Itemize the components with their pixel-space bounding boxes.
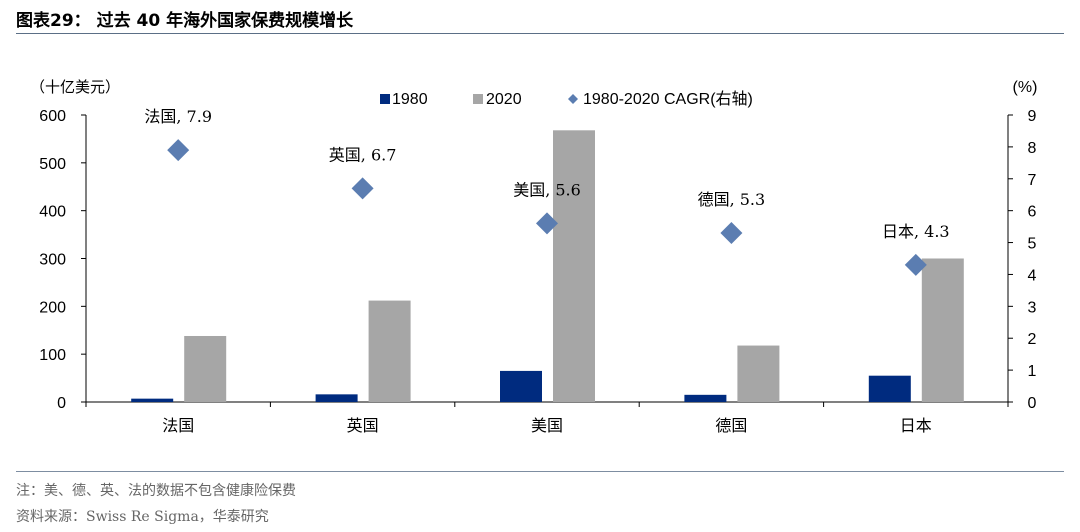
- legend-swatch-cagr: [568, 94, 578, 104]
- title-divider: [16, 33, 1064, 34]
- y-tick-label-left: 0: [57, 395, 66, 412]
- y-tick-label-left: 500: [39, 156, 66, 173]
- point-label: 德国, 5.3: [698, 190, 766, 209]
- y-tick-label-right: 2: [1028, 331, 1037, 348]
- cagr-point-4: [720, 221, 743, 244]
- y-tick-label-right: 1: [1028, 363, 1037, 380]
- bar-1980-1: [131, 398, 174, 402]
- cagr-point-5: [904, 253, 927, 276]
- bar-chart: 0 100 200 300 400 500 600 0 1 2 3 4 5 6 7 8 9 法国 英国 美国 德国 日本 （…: [30, 78, 1037, 435]
- cagr-point-2: [351, 177, 374, 200]
- legend-label-1980: 1980: [392, 91, 428, 108]
- y-tick-label-right: 5: [1028, 236, 1037, 253]
- bar-2020-2: [368, 300, 411, 402]
- y-tick-label-left: 400: [39, 204, 66, 221]
- bar-2020-5: [921, 258, 964, 402]
- bar-2020-4: [737, 345, 780, 402]
- y-tick-label-left: 300: [39, 252, 66, 269]
- y-axis-left-unit: （十亿美元）: [30, 78, 120, 96]
- y-tick-label-right: 0: [1028, 395, 1037, 412]
- y-tick-label-right: 4: [1028, 267, 1037, 284]
- chart-legend: 1980 2020 1980-2020 CAGR(右轴): [380, 90, 753, 108]
- y-tick-label-right: 3: [1028, 299, 1037, 316]
- x-tick-label: 美国: [531, 416, 563, 435]
- footer-divider: [16, 471, 1064, 472]
- legend-label-cagr: 1980-2020 CAGR(右轴): [583, 90, 753, 108]
- footnote: 注：美、德、英、法的数据不包含健康险保费: [16, 483, 296, 499]
- bar-1980-4: [684, 394, 727, 402]
- legend-swatch-2020: [473, 94, 483, 104]
- figure-title: 图表29： 过去 40 年海外国家保费规模增长: [16, 11, 354, 31]
- chart-axes: 0 100 200 300 400 500 600 0 1 2 3 4 5 6 7 8 9 法国 英国 美国 德国 日本 （…: [30, 78, 1037, 435]
- y-tick-label-right: 7: [1028, 172, 1037, 189]
- x-tick-label: 英国: [347, 416, 379, 435]
- point-label: 日本, 4.3: [882, 222, 950, 241]
- y-axis-right-unit: (%): [1013, 79, 1038, 96]
- bar-2020-3: [553, 130, 595, 402]
- point-label: 英国, 6.7: [329, 145, 397, 164]
- bar-1980-5: [868, 375, 911, 402]
- bar-2020-1: [184, 335, 227, 402]
- y-tick-label-right: 9: [1028, 108, 1037, 125]
- x-tick-label: 德国: [715, 416, 747, 435]
- chart-markers: 法国, 7.9 英国, 6.7 美国, 5.6 德国, 5.3 日本, 4.3: [144, 107, 950, 276]
- bar-1980-3: [500, 370, 542, 402]
- y-tick-label-left: 200: [39, 299, 66, 316]
- cagr-point-1: [167, 139, 190, 162]
- y-tick-label-left: 100: [39, 347, 66, 364]
- y-tick-label-left: 600: [39, 108, 66, 125]
- x-tick-label: 法国: [162, 416, 194, 435]
- chart-bars: [131, 130, 964, 402]
- point-label: 美国, 5.6: [513, 180, 581, 199]
- legend-label-2020: 2020: [486, 91, 522, 108]
- source-note: 资料来源：Swiss Re Sigma，华泰研究: [16, 509, 269, 525]
- legend-swatch-1980: [380, 94, 390, 104]
- x-tick-label: 日本: [900, 416, 932, 435]
- point-label: 法国, 7.9: [144, 107, 212, 126]
- bar-1980-2: [315, 394, 358, 402]
- y-tick-label-right: 8: [1028, 140, 1037, 157]
- cagr-point-3: [536, 212, 558, 235]
- y-tick-label-right: 6: [1028, 204, 1037, 221]
